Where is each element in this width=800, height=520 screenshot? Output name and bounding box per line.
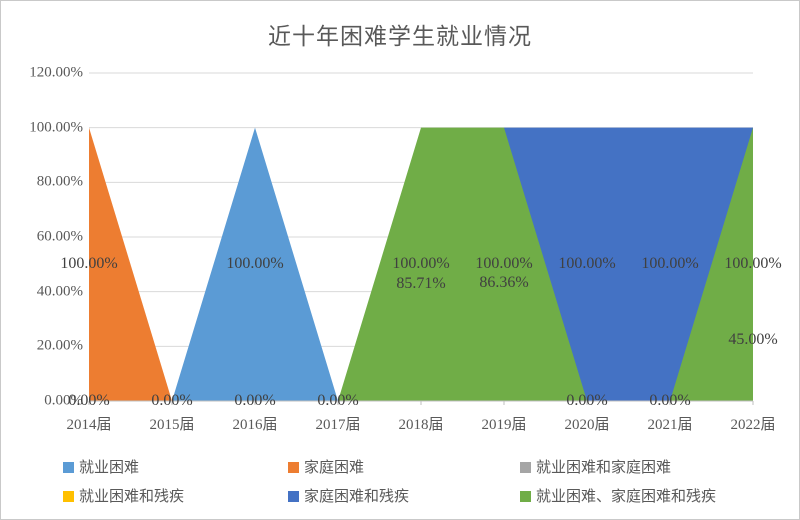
data-label: 0.00% bbox=[68, 392, 110, 409]
legend-color-swatch-icon bbox=[520, 462, 531, 473]
legend-item[interactable]: 就业困难和家庭困难 bbox=[520, 456, 671, 476]
data-label: 100.00% bbox=[641, 255, 699, 273]
legend-item-label: 就业困难 bbox=[79, 460, 140, 476]
x-axis-category-label: 2015届 bbox=[149, 417, 195, 433]
y-axis-tick-label: 60.00% bbox=[36, 228, 83, 245]
legend-item-label: 就业困难和残疾 bbox=[79, 489, 185, 505]
data-label: 86.36% bbox=[479, 273, 529, 291]
legend-color-swatch-icon bbox=[288, 462, 299, 473]
legend-item-label: 就业困难和家庭困难 bbox=[536, 460, 672, 476]
area-series-0[interactable] bbox=[89, 127, 338, 402]
area-series-5[interactable] bbox=[255, 127, 753, 402]
x-axis-category-label: 2021届 bbox=[647, 417, 693, 433]
data-label: 100.00% bbox=[475, 255, 533, 273]
x-axis-category-label: 2017届 bbox=[315, 417, 361, 433]
legend-item[interactable]: 就业困难、家庭困难和残疾 bbox=[520, 485, 716, 505]
legend-color-swatch-icon bbox=[63, 491, 74, 502]
x-axis-category-label: 2018届 bbox=[398, 417, 444, 433]
data-label: 100.00% bbox=[392, 255, 450, 273]
y-axis-tick-label: 0.00% bbox=[44, 392, 83, 409]
legend-item[interactable]: 家庭困难和残疾 bbox=[288, 485, 409, 505]
data-label: 100.00% bbox=[60, 255, 118, 273]
data-label: 85.71% bbox=[396, 274, 446, 292]
area-series-1[interactable] bbox=[89, 127, 172, 402]
data-label: 0.00% bbox=[649, 392, 691, 409]
legend-color-swatch-icon bbox=[288, 491, 299, 502]
y-axis-tick-label: 20.00% bbox=[36, 337, 83, 354]
y-axis-tick-label: 100.00% bbox=[29, 119, 83, 136]
data-label: 45.00% bbox=[728, 330, 778, 348]
data-label: 100.00% bbox=[558, 255, 616, 273]
legend-item[interactable]: 家庭困难 bbox=[288, 456, 364, 476]
legend-item-label: 家庭困难和残疾 bbox=[304, 489, 410, 505]
data-label: 100.00% bbox=[226, 255, 284, 273]
y-axis-tick-label: 120.00% bbox=[29, 64, 83, 81]
x-axis-category-label: 2014届 bbox=[66, 417, 112, 433]
x-axis-category-label: 2019届 bbox=[481, 417, 527, 433]
legend-item[interactable]: 就业困难 bbox=[63, 456, 139, 476]
x-axis-category-label: 2022届 bbox=[730, 417, 776, 433]
y-axis-tick-label: 40.00% bbox=[36, 283, 83, 300]
data-label: 0.00% bbox=[317, 392, 359, 409]
legend-color-swatch-icon bbox=[520, 491, 531, 502]
x-axis-category-label: 2016届 bbox=[232, 417, 278, 433]
y-axis-tick-label: 80.00% bbox=[36, 173, 83, 190]
legend-item[interactable]: 就业困难和残疾 bbox=[63, 485, 184, 505]
data-label: 0.00% bbox=[566, 392, 608, 409]
legend-item-label: 家庭困难 bbox=[304, 460, 365, 476]
legend-item-label: 就业困难、家庭困难和残疾 bbox=[536, 489, 717, 505]
data-label: 0.00% bbox=[151, 392, 193, 409]
data-label: 0.00% bbox=[234, 392, 276, 409]
chart-title: 近十年困难学生就业情况 bbox=[268, 24, 532, 49]
data-label: 100.00% bbox=[724, 255, 782, 273]
legend-color-swatch-icon bbox=[63, 462, 74, 473]
x-axis-category-label: 2020届 bbox=[564, 417, 610, 433]
